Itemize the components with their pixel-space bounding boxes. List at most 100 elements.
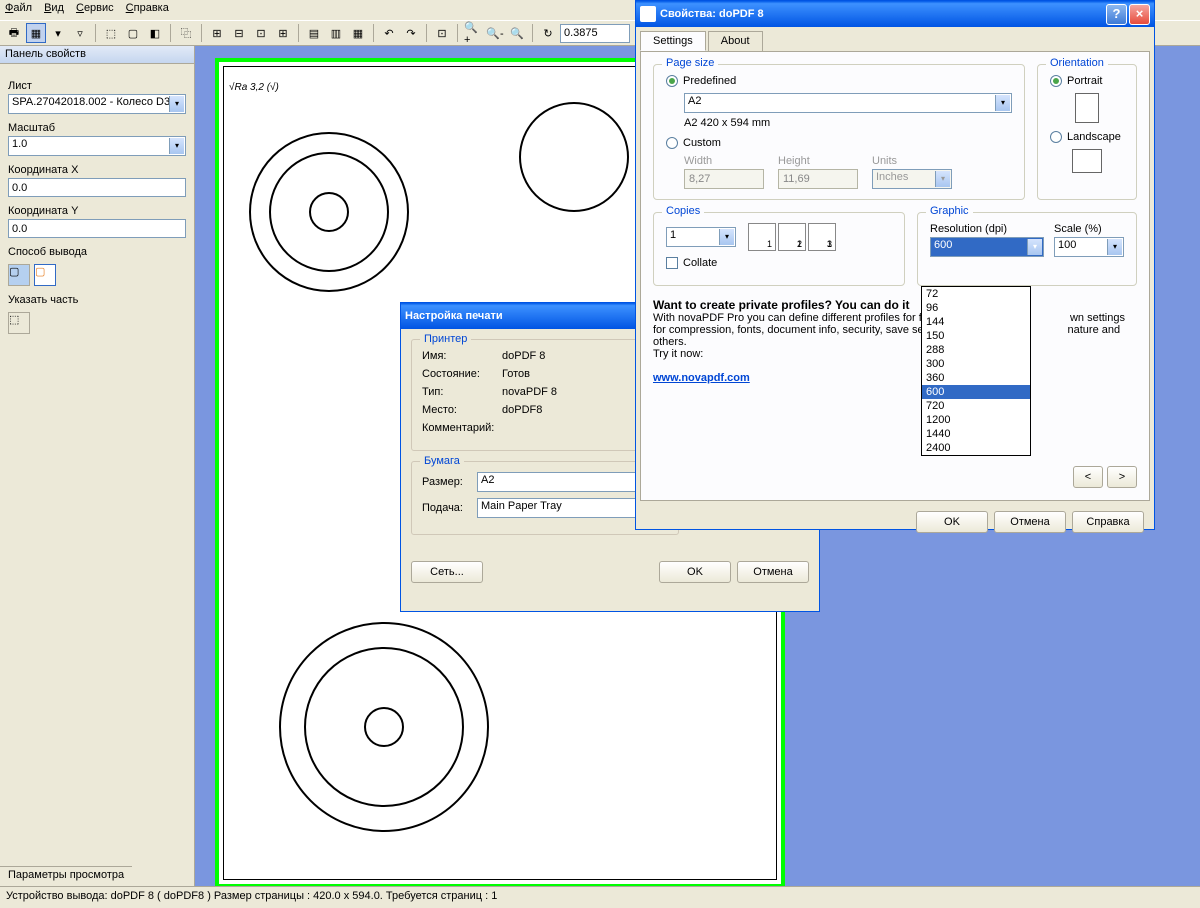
name-label: Имя: <box>422 350 502 362</box>
print-icon[interactable]: 🖶 <box>4 23 24 43</box>
grid1-icon[interactable]: ⊞ <box>207 23 227 43</box>
scale-label: Масштаб <box>8 122 186 134</box>
dpi-option[interactable]: 2400 <box>922 441 1030 455</box>
tool-icon[interactable]: ▢ <box>123 23 143 43</box>
menu-tools[interactable]: Сервис <box>76 2 114 18</box>
resolution-combo[interactable]: 600▾ <box>930 237 1044 257</box>
collate-icon <box>748 223 776 251</box>
zoom-fit-icon[interactable]: ⊡ <box>432 23 452 43</box>
size-label: Размер: <box>422 476 477 488</box>
height-input <box>778 169 858 189</box>
dpi-option[interactable]: 72 <box>922 287 1030 301</box>
menu-file[interactable]: Файл <box>5 2 32 18</box>
layout-icon[interactable]: ▦ <box>348 23 368 43</box>
funnel-icon[interactable]: ▿ <box>70 23 90 43</box>
coordy-label: Координата Y <box>8 205 186 217</box>
properties-panel: Панель свойств Лист SPA.27042018.002 - К… <box>0 46 195 886</box>
zoom-icon[interactable]: 🔍 <box>507 23 527 43</box>
dpi-option[interactable]: 720 <box>922 399 1030 413</box>
sheet-combo[interactable]: SPA.27042018.002 - Колесо D30▾ <box>8 94 186 114</box>
page-size-legend: Page size <box>662 57 718 69</box>
dopdf-title-bar[interactable]: Свойства: doPDF 8 ? × <box>636 1 1154 27</box>
menu-help[interactable]: Справка <box>126 2 169 18</box>
grid4-icon[interactable]: ⊞ <box>273 23 293 43</box>
output-label: Способ вывода <box>8 246 186 258</box>
novapdf-link[interactable]: www.novapdf.com <box>653 372 750 384</box>
zoom-in-icon[interactable]: 🔍+ <box>463 23 483 43</box>
refresh-icon[interactable]: ↻ <box>538 23 558 43</box>
units-combo: Inches▾ <box>872 169 952 189</box>
tool-icon[interactable]: ⬚ <box>101 23 121 43</box>
ok-button[interactable]: OK <box>659 561 731 583</box>
scale-combo[interactable]: 1.0▾ <box>8 136 186 156</box>
dpi-option[interactable]: 288 <box>922 343 1030 357</box>
dpi-option[interactable]: 1440 <box>922 427 1030 441</box>
dpi-option[interactable]: 360 <box>922 371 1030 385</box>
layout-icon[interactable]: ▥ <box>326 23 346 43</box>
help-icon[interactable]: ? <box>1106 4 1127 25</box>
type-label: Тип: <box>422 386 502 398</box>
predefined-size-combo[interactable]: A2▾ <box>684 93 1012 113</box>
dopdf-app-icon <box>640 6 656 22</box>
rotate-left-icon[interactable]: ↶ <box>379 23 399 43</box>
tab-settings[interactable]: Settings <box>640 31 706 51</box>
zoom-out-icon[interactable]: 🔍- <box>485 23 505 43</box>
tab-about[interactable]: About <box>708 31 763 51</box>
collate-icon: 3 <box>808 223 836 251</box>
network-button[interactable]: Сеть... <box>411 561 483 583</box>
close-icon[interactable]: × <box>1129 4 1150 25</box>
layout-icon[interactable]: ▤ <box>304 23 324 43</box>
dpi-option[interactable]: 150 <box>922 329 1030 343</box>
portrait-radio[interactable] <box>1050 75 1062 87</box>
select-part-button[interactable]: ⬚ <box>8 312 30 334</box>
filter-icon[interactable]: ▾ <box>48 23 68 43</box>
landscape-radio[interactable] <box>1050 131 1062 143</box>
copies-legend: Copies <box>662 205 704 217</box>
orientation-legend: Orientation <box>1046 57 1108 69</box>
grid3-icon[interactable]: ⊡ <box>251 23 271 43</box>
comment-label: Комментарий: <box>422 422 502 434</box>
next-button[interactable]: > <box>1107 466 1137 488</box>
resolution-dropdown[interactable]: 72 96 144 150 288 300 360 600 720 1200 1… <box>921 286 1031 456</box>
scale-input[interactable]: 100▾ <box>1054 237 1124 257</box>
tool-icon[interactable]: ◧ <box>145 23 165 43</box>
custom-radio[interactable] <box>666 137 678 149</box>
cancel-button[interactable]: Отмена <box>737 561 809 583</box>
menu-view[interactable]: Вид <box>44 2 64 18</box>
zoom-combo[interactable] <box>560 24 630 43</box>
coordx-input[interactable] <box>8 178 186 197</box>
copies-input[interactable]: 1▾ <box>666 227 736 247</box>
predefined-radio[interactable] <box>666 75 678 87</box>
dpi-option[interactable]: 96 <box>922 301 1030 315</box>
part-label: Указать часть <box>8 294 186 306</box>
output-mode-2-button[interactable]: ▢ <box>34 264 56 286</box>
coordx-label: Координата X <box>8 164 186 176</box>
sheet-label: Лист <box>8 80 186 92</box>
portrait-icon <box>1075 93 1099 123</box>
rotate-right-icon[interactable]: ↷ <box>401 23 421 43</box>
status-bar: Устройство вывода: doPDF 8 ( doPDF8 ) Ра… <box>0 886 1200 908</box>
collate-checkbox[interactable] <box>666 257 678 269</box>
dpi-option[interactable]: 1200 <box>922 413 1030 427</box>
copy-icon[interactable]: ⿻ <box>176 23 196 43</box>
grid2-icon[interactable]: ⊟ <box>229 23 249 43</box>
width-input <box>684 169 764 189</box>
dpi-option[interactable]: 600 <box>922 385 1030 399</box>
props-panel-title: Панель свойств <box>0 46 194 64</box>
feed-label: Подача: <box>422 502 477 514</box>
collate-icon: 2 <box>778 223 806 251</box>
paper-legend: Бумага <box>420 455 464 467</box>
props-icon[interactable]: ▦ <box>26 23 46 43</box>
help-button[interactable]: Справка <box>1072 511 1144 533</box>
cancel-button[interactable]: Отмена <box>994 511 1066 533</box>
dpi-option[interactable]: 144 <box>922 315 1030 329</box>
view-params-tab[interactable]: Параметры просмотра <box>0 866 132 886</box>
output-mode-1-button[interactable]: ▢ <box>8 264 30 286</box>
landscape-icon <box>1072 149 1102 173</box>
ok-button[interactable]: OK <box>916 511 988 533</box>
state-label: Состояние: <box>422 368 502 380</box>
place-label: Место: <box>422 404 502 416</box>
dpi-option[interactable]: 300 <box>922 357 1030 371</box>
prev-button[interactable]: < <box>1073 466 1103 488</box>
coordy-input[interactable] <box>8 219 186 238</box>
